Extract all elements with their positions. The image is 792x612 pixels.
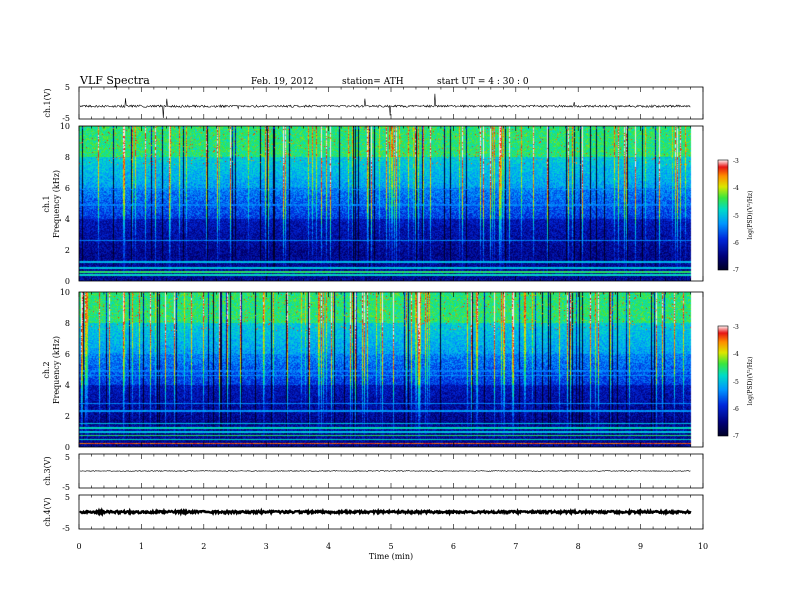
xtick-2: 2 (201, 542, 206, 551)
xtick-10: 10 (698, 542, 708, 551)
xtick-0: 0 (76, 542, 81, 551)
ch1-colorbar-tick-m7: -7 (733, 267, 739, 274)
xtick-1: 1 (139, 542, 144, 551)
ch2-spectrogram-panel: 0 2 4 6 8 10 ch.2 Frequency (kHz) -3 -4 … (42, 288, 754, 452)
ch1-waveform-panel: 5 -5 ch.1(V) (43, 83, 704, 123)
ch2-ytick-4: 4 (65, 381, 70, 390)
ch2-colorbar-tick-m3: -3 (733, 324, 739, 331)
ch3-waveform-trace (79, 470, 691, 472)
ch1-ytick-4: 4 (65, 215, 70, 224)
xtick-8: 8 (576, 542, 581, 551)
ch2-colorbar-frame (717, 325, 729, 437)
start-time-label: start UT = 4 : 30 : 0 (437, 77, 529, 87)
ch1-colorbar-frame (717, 159, 729, 271)
ch1-colorbar-tick-m5: -5 (733, 213, 739, 220)
ch1-ytick-2: 2 (65, 246, 70, 255)
ch1-spectrogram-image (79, 126, 703, 281)
ch4-waveform-panel: 5 -5 ch.4(V) (43, 493, 704, 533)
xtick-3: 3 (264, 542, 269, 551)
ch1-colorbar-tick-m6: -6 (733, 240, 739, 247)
ch1-frequency-ylabel: Frequency (kHz) (52, 170, 61, 238)
ch2-colorbar-label: log(PSD)(V²/Hz) (747, 357, 754, 406)
ch2-colorbar-tick-m7: -7 (733, 433, 739, 440)
ch1-colorbar-label: log(PSD)(V²/Hz) (747, 191, 754, 240)
ch1-ytick-top: 5 (65, 83, 70, 92)
time-axis-label: Time (min) (369, 552, 413, 561)
xtick-7: 7 (513, 542, 518, 551)
ch1-ytick-6: 6 (65, 184, 70, 193)
ch2-frequency-ylabel: Frequency (kHz) (52, 336, 61, 404)
ch2-colorbar-tick-m6: -6 (733, 406, 739, 413)
xtick-9: 9 (638, 542, 643, 551)
ch2-ytick-8: 8 (65, 319, 70, 328)
ch2-channel-label: ch.2 (42, 361, 51, 378)
xtick-5: 5 (388, 542, 393, 551)
date-label: Feb. 19, 2012 (251, 77, 314, 87)
ch2-ytick-10: 10 (60, 288, 70, 297)
ch2-colorbar-tick-m5: -5 (733, 379, 739, 386)
ch1-colorbar (718, 160, 728, 270)
figure-title: VLF Spectra (79, 74, 150, 87)
ch2-ytick-0: 0 (65, 443, 70, 452)
ch2-colorbar-tick-m4: -4 (733, 351, 739, 358)
tick-marks (78, 87, 704, 529)
time-axis: 0 1 2 3 4 5 6 7 8 9 10 Time (min) (76, 542, 708, 561)
ch1-colorbar-tick-m3: -3 (733, 158, 739, 165)
ch2-spectrogram-image (79, 292, 703, 447)
ch1-waveform-trace (79, 93, 691, 119)
ch1-colorbar-tick-m4: -4 (733, 185, 739, 192)
ch2-colorbar (718, 326, 728, 436)
ch3-waveform-panel: 5 -5 ch.3(V) (43, 453, 704, 492)
ch4-waveform-trace (79, 507, 692, 517)
ch4-ytick-top: 5 (65, 493, 70, 502)
ch1-ytick-10: 10 (60, 122, 70, 131)
ch3-ytick-top: 5 (65, 453, 70, 462)
ch1-ytick-0: 0 (65, 277, 70, 286)
ch1-ytick-8: 8 (65, 153, 70, 162)
xtick-6: 6 (451, 542, 456, 551)
ch1-waveform-ylabel: ch.1(V) (43, 88, 52, 117)
ch4-ytick-bottom: -5 (62, 524, 70, 533)
ch2-ytick-2: 2 (65, 412, 70, 421)
ch3-ytick-bottom: -5 (62, 483, 70, 492)
ch3-waveform-ylabel: ch.3(V) (43, 456, 52, 485)
ch2-ytick-6: 6 (65, 350, 70, 359)
ch1-channel-label: ch.1 (42, 195, 51, 212)
xtick-4: 4 (326, 542, 331, 551)
ch1-ytick-bottom: -5 (62, 114, 70, 123)
ch1-spectrogram-panel: 0 2 4 6 8 10 ch.1 Frequency (kHz) -3 -4 … (42, 122, 754, 286)
ch4-waveform-ylabel: ch.4(V) (43, 497, 52, 526)
station-label: station= ATH (342, 77, 404, 87)
